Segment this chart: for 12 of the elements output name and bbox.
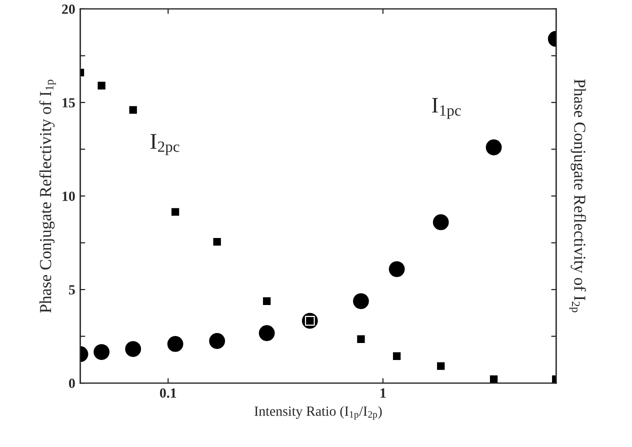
series-label: I$_{1pc}$	[432, 98, 461, 119]
y-tick-label: 10	[62, 192, 75, 201]
y-tick-label: 20	[62, 4, 75, 14]
y2-axis-title: Phase Conjugate Reflectivity of I$_{2p}$	[570, 79, 586, 312]
y-axis-title: Phase Conjugate Reflectivity of I$_{1p}$	[39, 80, 56, 313]
x-axis-title: Intensity Ratio (I$_{1p}$/I$_{2p}$)	[254, 406, 382, 420]
series-label: I$_{2pc}$	[150, 134, 180, 156]
y-tick-label: 15	[62, 98, 75, 108]
y-tick-label: 5	[69, 285, 75, 294]
x-tick-label: 0.1	[160, 388, 176, 398]
x-tick-label: 1	[380, 388, 386, 398]
y-tick-label: 0	[68, 378, 75, 388]
